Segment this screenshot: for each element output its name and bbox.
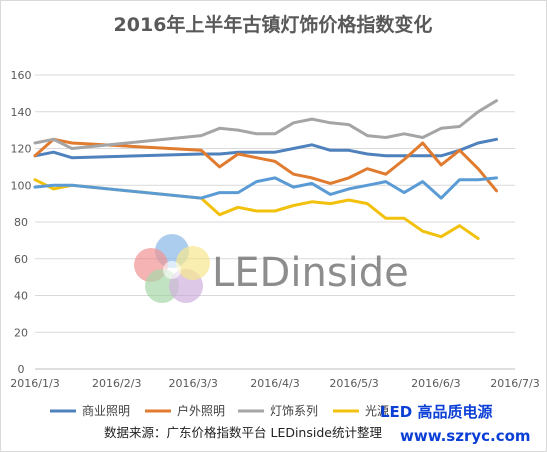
- y-tick-label: 100: [11, 179, 32, 192]
- x-tick-label: 2016/6/3: [411, 377, 460, 390]
- x-axis-ticks: 2016/1/3 2016/2/3 2016/3/3 2016/4/3 2016/5/3…: [10, 377, 539, 390]
- legend: 商业照明 户外照明 灯饰系列 光源: [50, 403, 389, 418]
- x-tick-label: 2016/5/3: [329, 377, 378, 390]
- series-line-4: [33, 176, 498, 200]
- legend-label-commercial: 商业照明: [82, 403, 130, 418]
- y-tick-label: 120: [11, 143, 32, 156]
- x-tick-label: 2016/2/3: [92, 377, 141, 390]
- y-axis-ticks: 0 20 40 60 80 100 120 140 160: [11, 69, 32, 376]
- watermark-site-url: www.szryc.com: [400, 427, 531, 445]
- chart-title: 2016年上半年古镇灯饰价格指数变化: [114, 13, 433, 36]
- source-note: 数据来源：广东价格指数平台 LEDinside统计整理: [104, 425, 382, 440]
- watermark-site-title: LED 高品质电源: [380, 403, 492, 421]
- y-tick-label: 80: [14, 216, 28, 229]
- y-tick-label: 160: [11, 69, 32, 82]
- y-tick-label: 40: [14, 290, 28, 303]
- y-tick-label: 20: [14, 326, 28, 339]
- legend-label-light-source: 光源: [365, 404, 389, 418]
- legend-label-outdoor: 户外照明: [177, 403, 225, 418]
- x-tick-label: 2016/3/3: [169, 377, 218, 390]
- series-line-1: [33, 137, 498, 193]
- legend-label-decorative: 灯饰系列: [270, 404, 318, 418]
- y-tick-label: 0: [18, 363, 25, 376]
- x-tick-label: 2016/4/3: [250, 377, 299, 390]
- series-line-2: [33, 99, 498, 150]
- x-tick-label: 2016/7/3: [490, 377, 539, 390]
- logo-brand-text: LEDinside: [212, 250, 409, 296]
- y-tick-label: 140: [11, 106, 32, 119]
- ledinside-logo: LEDinside: [134, 234, 409, 303]
- x-tick-label: 2016/1/3: [10, 377, 59, 390]
- y-tick-label: 60: [14, 253, 28, 266]
- series-lines: [33, 99, 498, 240]
- gridlines: [35, 74, 515, 370]
- logo-flower-icon: [134, 234, 210, 303]
